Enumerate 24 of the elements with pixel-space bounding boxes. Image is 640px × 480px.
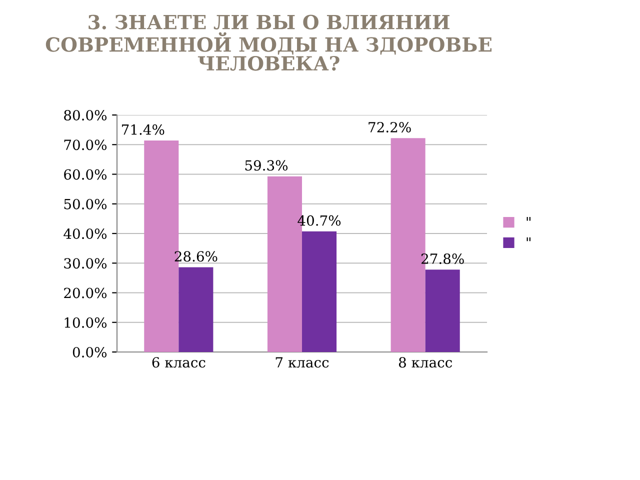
bar	[302, 231, 337, 352]
y-tick-label: 0.0%	[72, 346, 107, 358]
y-tick-label: 70.0%	[64, 140, 107, 150]
x-tick-label: 6 класс	[152, 357, 206, 368]
data-label: 27.8%	[421, 253, 464, 264]
x-tick-label: 7 класс	[276, 357, 329, 368]
bar	[425, 270, 460, 352]
legend-label: "	[526, 217, 530, 221]
y-tick-label: 60.0%	[64, 169, 107, 180]
y-tick-label: 10.0%	[64, 317, 107, 328]
y-tick-label: 30.0%	[64, 258, 107, 269]
data-label: 72.2%	[368, 122, 411, 132]
data-label: 28.6%	[174, 251, 218, 262]
y-tick-label: 40.0%	[64, 228, 107, 239]
data-label: 59.3%	[245, 160, 288, 171]
chart-title: 3. ЗНАЕТЕ ЛИ ВЫ О ВЛИЯНИИ СОВРЕМЕННОЙ МОДЫ НА ЗДОРОВЬЕ ЧЕЛОВЕКА?	[46, 14, 492, 71]
y-tick-label: 50.0%	[64, 198, 107, 210]
data-label: 40.7%	[298, 215, 341, 226]
x-tick-label: 8 класс	[398, 357, 452, 368]
y-tick-label: 80.0%	[64, 110, 107, 120]
data-label: 71.4%	[122, 124, 164, 135]
bar	[178, 267, 214, 352]
y-tick-label: 20.0%	[64, 288, 107, 298]
legend-label: "	[526, 237, 530, 242]
